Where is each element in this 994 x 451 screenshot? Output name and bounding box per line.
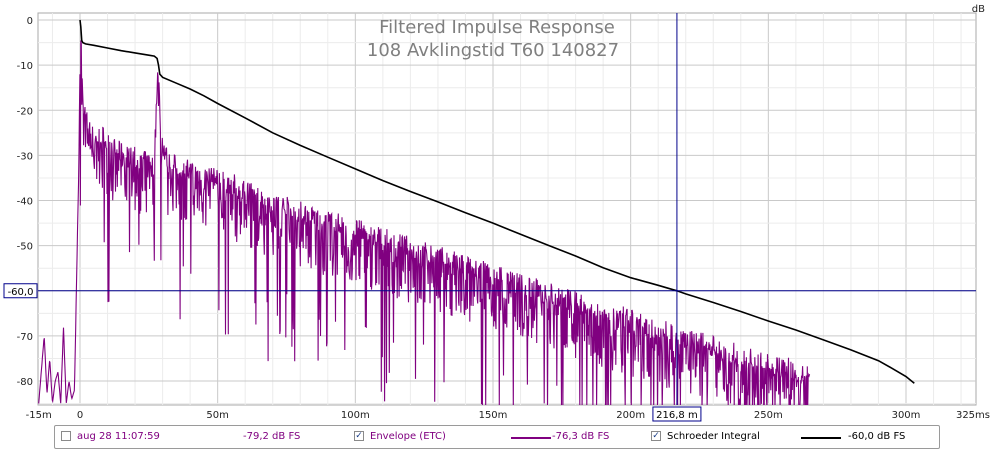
legend-label-schroeder: Schroeder Integral — [667, 431, 760, 442]
legend-bar: aug 28 11:07:59 -79,2 dB FS ✓ Envelope (… — [54, 425, 940, 449]
x-tick-labels: -15m 0 50m 100m 150m 200m 250m 300m 325ms — [26, 410, 990, 421]
x-tick-label: 250m — [754, 410, 783, 421]
y-tick-label: -30 — [17, 151, 33, 162]
y-tick-label: 0 — [27, 16, 33, 27]
series-lines — [38, 19, 915, 405]
x-tick-label: 200m — [616, 410, 645, 421]
series-schroeder-integral — [79, 19, 915, 384]
cursor[interactable]: -60,0 216,8 m — [3, 13, 976, 422]
x-tick-label: 0 — [77, 410, 83, 421]
x-tick-label: -15m — [26, 410, 52, 421]
x-tick-label: 100m — [341, 410, 370, 421]
legend-value-envelope: -76,3 dB FS — [552, 431, 610, 442]
chart-title: Filtered Impulse Response — [379, 17, 615, 38]
chart-subtitle: 108 Avklingstid T60 140827 — [367, 40, 619, 61]
cursor-y-readout-box — [3, 283, 38, 299]
x-tick-label: 300m — [892, 410, 921, 421]
legend-value-schroeder: -60,0 dB FS — [848, 431, 906, 442]
legend-swatch-envelope — [511, 437, 551, 439]
y-tick-labels: 0 -10 -20 -30 -40 -50 -70 -80 — [17, 16, 33, 388]
legend-checkbox-schroeder[interactable]: ✓ — [651, 431, 661, 441]
x-tick-label: 325ms — [956, 410, 990, 421]
legend-label-envelope: Envelope (ETC) — [370, 431, 446, 442]
y-tick-label: -70 — [17, 332, 33, 343]
legend-checkbox-timestamp[interactable] — [61, 431, 71, 441]
cursor-x-readout: 216,8 m — [656, 410, 698, 421]
y-axis-label: dB — [972, 4, 985, 15]
y-tick-label: -80 — [17, 377, 33, 388]
legend-value-timestamp: -79,2 dB FS — [243, 431, 301, 442]
series-envelope-etc — [38, 40, 811, 405]
cursor-y-readout: -60,0 — [8, 287, 34, 298]
cursor-x-readout-box — [652, 406, 702, 422]
x-tick-label: 150m — [479, 410, 508, 421]
plot-background — [37, 12, 977, 406]
y-tick-label: -20 — [17, 106, 33, 117]
y-tick-label: -10 — [17, 61, 33, 72]
y-tick-label: -50 — [17, 242, 33, 253]
legend-checkbox-envelope[interactable]: ✓ — [354, 431, 364, 441]
y-tick-label: -40 — [17, 197, 33, 208]
legend-swatch-schroeder — [801, 437, 841, 439]
legend-label-timestamp: aug 28 11:07:59 — [77, 431, 160, 442]
chart-title-group: Filtered Impulse Response 108 Avklingsti… — [367, 17, 619, 61]
x-tick-label: 50m — [206, 410, 228, 421]
